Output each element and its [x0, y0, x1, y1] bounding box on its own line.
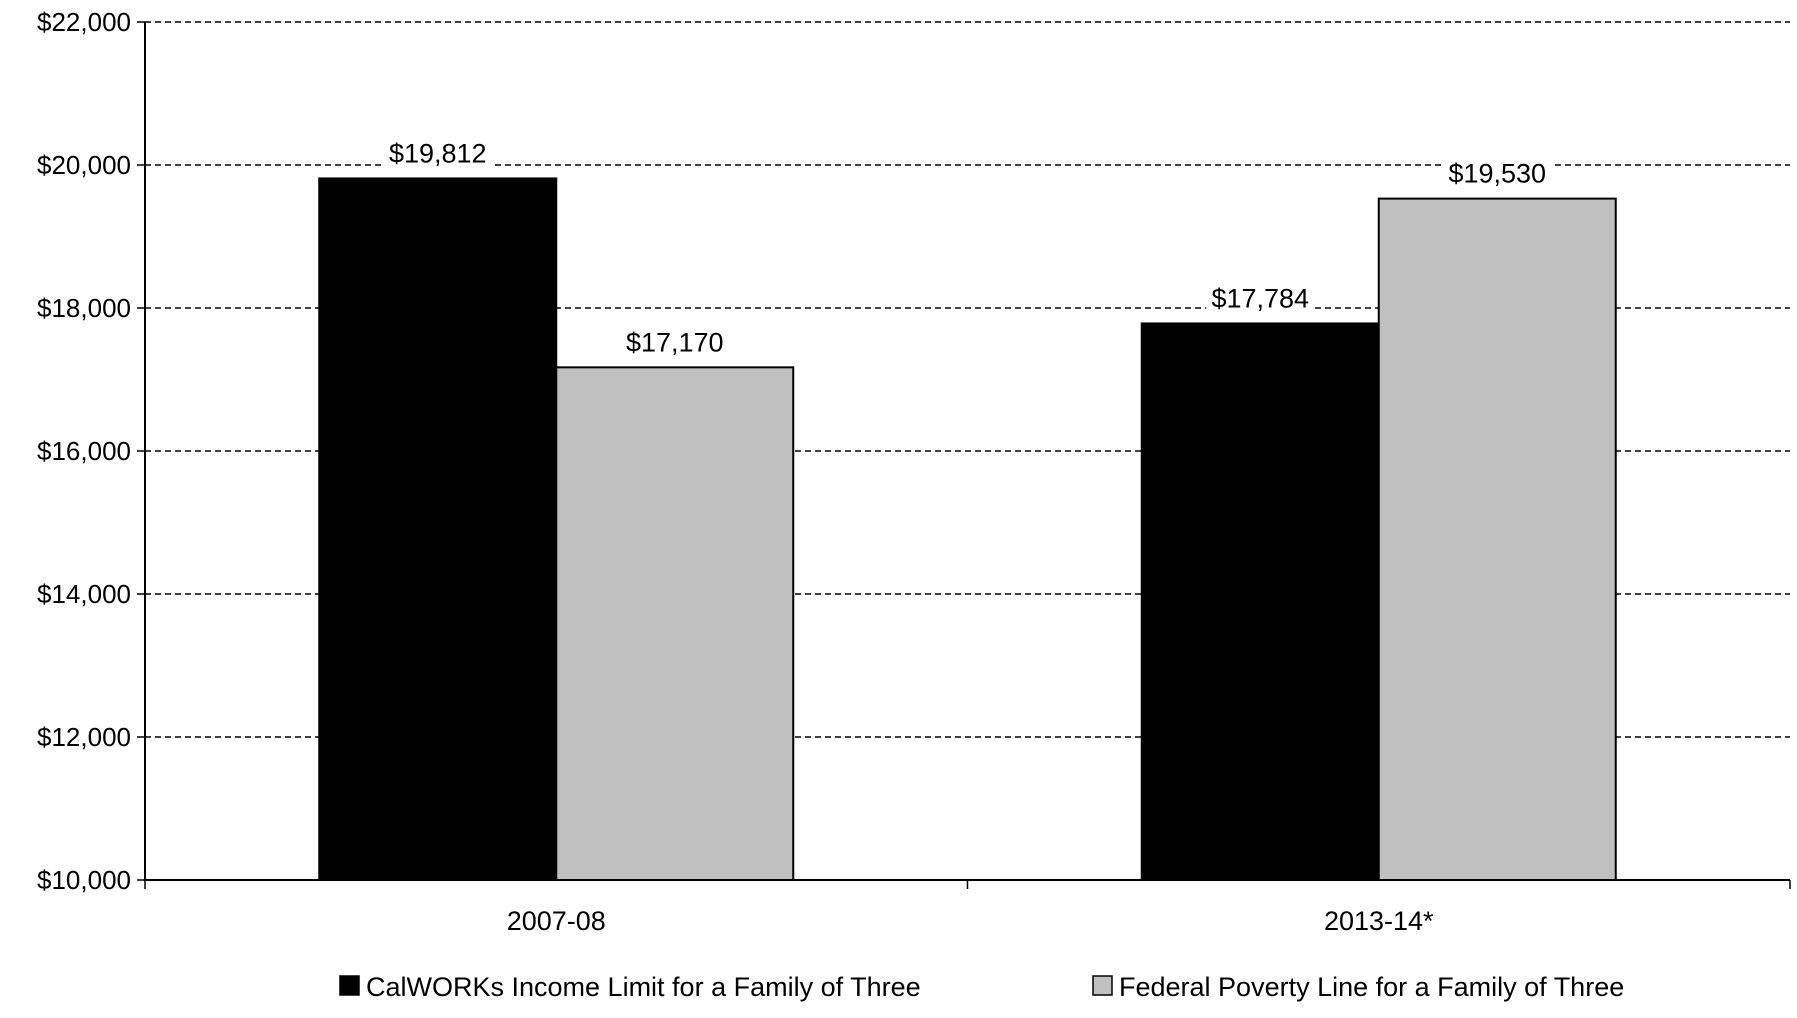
x-tick-labels: 2007-08 2013-14*	[507, 906, 1434, 936]
data-label-backdrop	[1443, 156, 1552, 191]
y-tick-labels: $10,000 $12,000 $14,000 $16,000 $18,000 $20,0…	[37, 7, 131, 895]
data-labels: $19,812 $17,170 $17,784 $19,530	[383, 136, 1552, 360]
bar-federal-poverty-0	[555, 366, 795, 882]
y-tick-label: $12,000	[37, 722, 131, 752]
legend: CalWORKs Income Limit for a Family of Th…	[339, 972, 1624, 1002]
data-label: $19,530	[1448, 159, 1546, 189]
legend-swatch	[1092, 975, 1113, 996]
legend-label: CalWORKs Income Limit for a Family of Th…	[366, 972, 921, 1002]
data-label-backdrop	[620, 325, 729, 360]
bar-calworks-1	[1140, 322, 1380, 882]
bar-calworks-0	[318, 177, 558, 881]
bars	[318, 177, 1617, 882]
y-tick-label: $18,000	[37, 293, 131, 323]
legend-label: Federal Poverty Line for a Family of Thr…	[1119, 972, 1624, 1002]
data-label: $17,170	[626, 327, 724, 357]
x-tick-label: 2013-14*	[1324, 906, 1434, 936]
y-tick-label: $14,000	[37, 579, 131, 609]
y-tick-label: $16,000	[37, 436, 131, 466]
data-label: $17,784	[1211, 283, 1309, 313]
y-tick-label: $10,000	[37, 865, 131, 895]
y-tick-label: $20,000	[37, 150, 131, 180]
data-label-backdrop	[383, 136, 492, 171]
x-tick-label: 2007-08	[507, 906, 606, 936]
data-label: $19,812	[389, 138, 487, 168]
bar-federal-poverty-1	[1377, 197, 1617, 882]
axes	[137, 21, 1791, 889]
y-tick-label: $22,000	[37, 7, 131, 37]
legend-swatch	[339, 975, 360, 996]
data-label-backdrop	[1206, 281, 1315, 316]
